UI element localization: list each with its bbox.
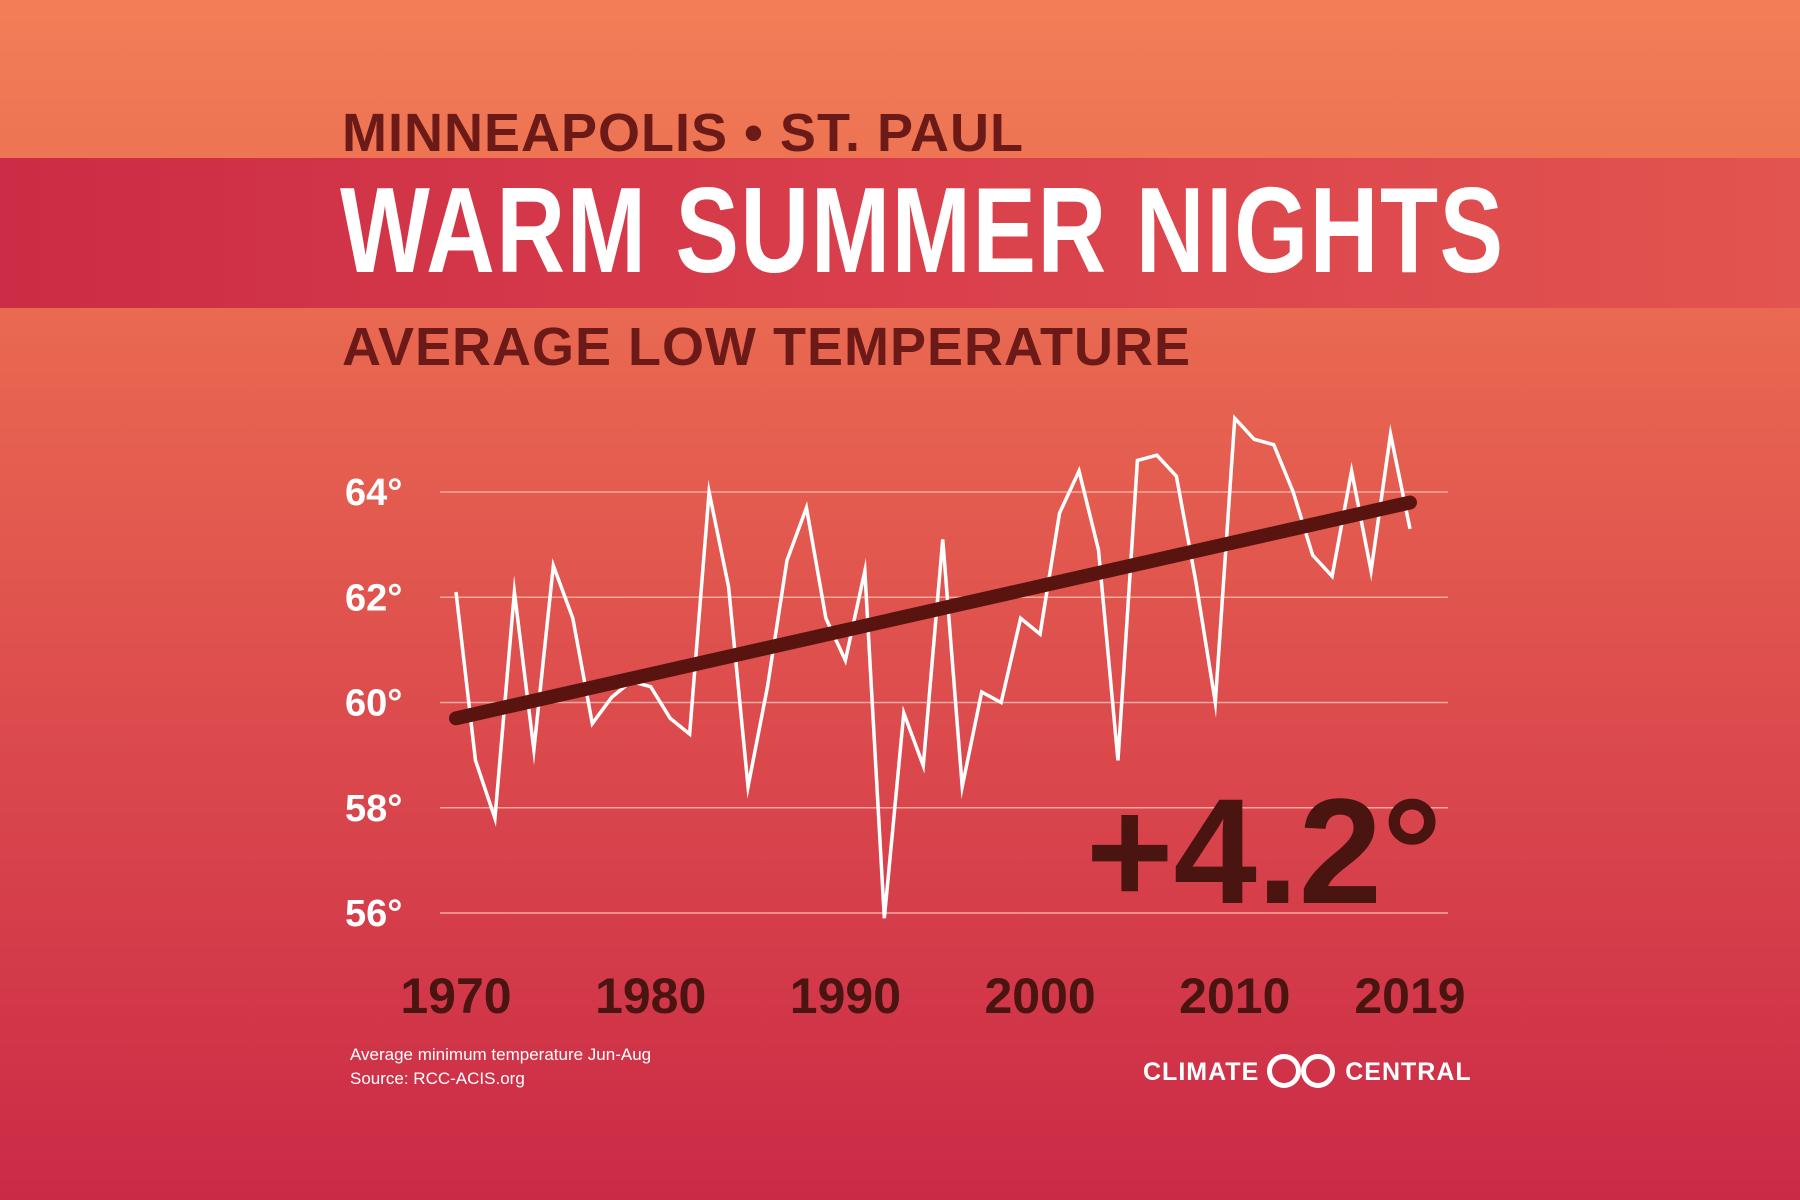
x-axis-ticks: 1970 1980 1990 2000 2010 2019 <box>400 968 1465 1024</box>
climate-central-logo: CLIMATE CENTRAL <box>1143 1052 1472 1092</box>
chart-headline: WARM SUMMER NIGHTS <box>340 162 1505 298</box>
location-label: MINNEAPOLIS • ST. PAUL <box>342 103 1024 163</box>
logo-ring-right <box>1301 1054 1336 1088</box>
logo-word-right: CENTRAL <box>1345 1057 1472 1086</box>
y-tick-label: 64° <box>345 472 402 514</box>
data-series <box>449 414 1417 919</box>
y-axis-ticks: 56° 58° 60° 62° 64° <box>345 472 402 935</box>
change-callout: +4.2° <box>1086 767 1442 935</box>
logo-ring-left <box>1267 1054 1302 1088</box>
y-tick-label: 62° <box>345 577 402 619</box>
x-tick-label: 1980 <box>595 968 706 1024</box>
x-tick-label: 2019 <box>1354 968 1465 1024</box>
x-tick-label: 1970 <box>400 968 511 1024</box>
logo-word-left: CLIMATE <box>1143 1057 1260 1086</box>
y-tick-label: 56° <box>345 893 402 935</box>
footnote-source: Source: RCC-ACIS.org <box>350 1069 525 1088</box>
x-tick-label: 2010 <box>1179 968 1290 1024</box>
footnote-description: Average minimum temperature Jun-Aug <box>350 1045 652 1064</box>
y-tick-label: 60° <box>345 683 402 725</box>
logo-rings-icon <box>1267 1052 1337 1092</box>
trend-line <box>449 495 1417 726</box>
chart-subtitle: AVERAGE LOW TEMPERATURE <box>342 317 1192 377</box>
x-tick-label: 2000 <box>984 968 1095 1024</box>
grid-lines <box>440 491 1448 914</box>
title-band <box>0 158 1800 308</box>
x-tick-label: 1990 <box>790 968 901 1024</box>
y-tick-label: 58° <box>345 788 402 830</box>
annual-low-temperature-line <box>454 414 1412 919</box>
